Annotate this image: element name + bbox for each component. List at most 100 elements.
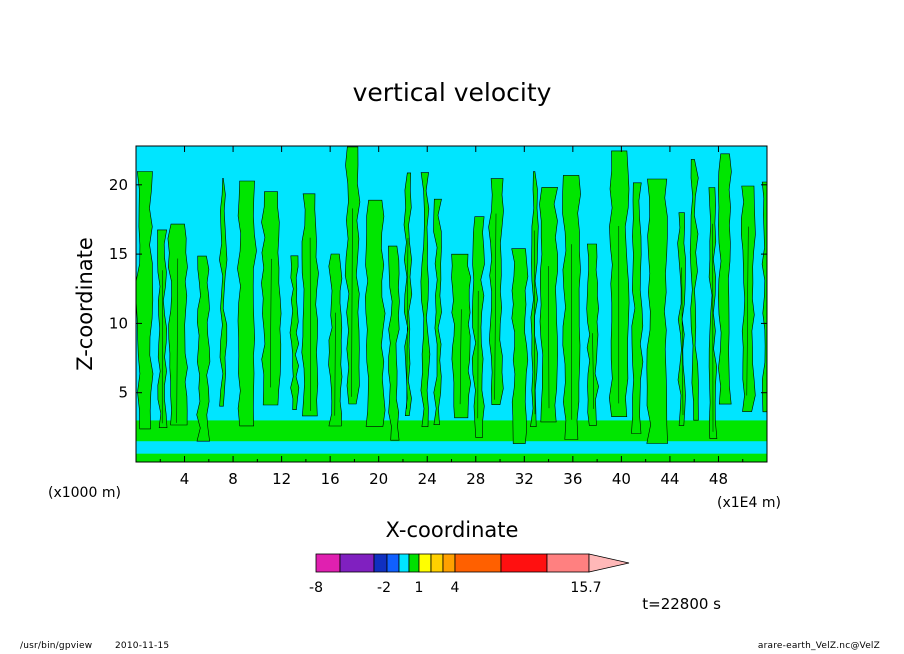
velocity-streak	[511, 248, 528, 444]
contour-line	[608, 150, 630, 417]
x-tick-label: 40	[612, 470, 631, 488]
contour-line	[403, 172, 413, 416]
x-tick-label: 44	[660, 470, 679, 488]
velocity-streak	[631, 182, 643, 434]
contour-line	[328, 253, 343, 427]
x-axis-label: X-coordinate	[386, 518, 519, 542]
y-axis-ticks: 5 10 15 20	[109, 176, 767, 402]
velocity-streak	[167, 224, 188, 425]
contour-line	[548, 266, 550, 409]
y-tick-label: 5	[118, 384, 128, 402]
velocity-streak	[261, 191, 282, 405]
contour-line	[631, 182, 644, 434]
contour-line	[533, 230, 536, 415]
y-tick-label: 10	[109, 314, 128, 332]
x-tick-label: 36	[563, 470, 582, 488]
velocity-streak	[365, 200, 386, 427]
colorbar-segment	[408, 553, 420, 573]
time-label: t=22800 s	[642, 595, 721, 613]
y-tick-label: 15	[109, 245, 128, 263]
velocity-streak	[404, 172, 412, 416]
colorbar-segment	[430, 553, 444, 573]
colorbar-segment	[315, 553, 341, 573]
x-tick-label: 4	[180, 470, 190, 488]
contour-line	[459, 309, 462, 405]
velocity-streak	[741, 186, 756, 412]
contour-line	[270, 258, 272, 388]
x-unit-left: (x1000 m)	[48, 485, 121, 501]
positive-velocity-streaks	[136, 146, 767, 462]
contour-line	[237, 180, 257, 427]
velocity-streak	[718, 153, 732, 405]
contour-line	[586, 243, 599, 426]
y-axis-label: Z-coordinate	[73, 237, 97, 371]
velocity-streak	[433, 199, 442, 425]
colorbar-segment	[398, 553, 410, 573]
contour-line	[451, 253, 472, 419]
contour-line	[494, 213, 497, 400]
velocity-streak	[345, 146, 360, 404]
contour-line	[530, 171, 539, 427]
velocity-streak	[290, 255, 299, 410]
velocity-streak	[762, 182, 767, 412]
contour-line	[689, 159, 699, 421]
contour-line	[344, 146, 361, 405]
contour-line	[677, 212, 686, 426]
contour-line	[261, 191, 282, 406]
x-tick-label: 20	[369, 470, 388, 488]
contour-line	[364, 199, 386, 427]
colorbar-label: 15.7	[570, 580, 601, 596]
footer-date: 2010-11-15	[115, 641, 170, 651]
contour-line	[511, 248, 529, 444]
velocity-streak	[237, 181, 257, 426]
x-tick-label: 8	[228, 470, 238, 488]
colorbar-label: 1	[415, 580, 424, 596]
contour-line	[406, 237, 409, 409]
contour-line	[157, 229, 168, 428]
contour-line	[488, 178, 504, 405]
contour-line	[433, 198, 442, 425]
velocity-streak	[609, 150, 630, 417]
contour-line	[746, 226, 749, 396]
contour-line	[761, 181, 767, 413]
contour-line	[740, 185, 756, 412]
colorbar-arrow	[588, 553, 630, 573]
contour-line	[196, 255, 211, 442]
colorbar-labels: -8 -2 1 4 15.7	[309, 580, 602, 596]
x-tick-label: 32	[515, 470, 534, 488]
colorbar-label: -2	[377, 580, 391, 596]
contour-line	[420, 172, 431, 427]
velocity-streak	[646, 179, 668, 444]
colorbar-label: -8	[309, 580, 323, 596]
contour-line	[681, 267, 684, 416]
contour-line	[301, 193, 319, 417]
x-unit-right: (x1E4 m)	[717, 495, 781, 511]
bottom-band	[136, 453, 767, 462]
contour-line	[708, 187, 718, 439]
x-tick-label: 12	[272, 470, 291, 488]
velocity-streak	[420, 172, 430, 427]
plot-area	[136, 146, 767, 462]
contour-line	[388, 245, 400, 441]
contour-line	[592, 333, 594, 409]
contour-line	[471, 216, 485, 438]
contour-line	[351, 208, 353, 397]
y-tick-label: 20	[109, 176, 128, 194]
chart-title: vertical velocity	[353, 78, 552, 107]
contour-line	[562, 175, 581, 440]
velocity-streak	[196, 256, 210, 442]
plot-background	[136, 146, 767, 462]
colorbar	[315, 553, 630, 573]
x-tick-label: 28	[466, 470, 485, 488]
contour-line	[646, 178, 668, 444]
contour-line	[717, 153, 732, 405]
colorbar-segment	[442, 553, 456, 573]
contour-line	[539, 187, 558, 423]
colorbar-segment	[454, 553, 502, 573]
x-tick-label: 48	[709, 470, 728, 488]
velocity-streak	[136, 171, 153, 429]
contour-line	[334, 312, 336, 416]
contour-line	[167, 223, 188, 426]
colorbar-segment	[339, 553, 375, 573]
